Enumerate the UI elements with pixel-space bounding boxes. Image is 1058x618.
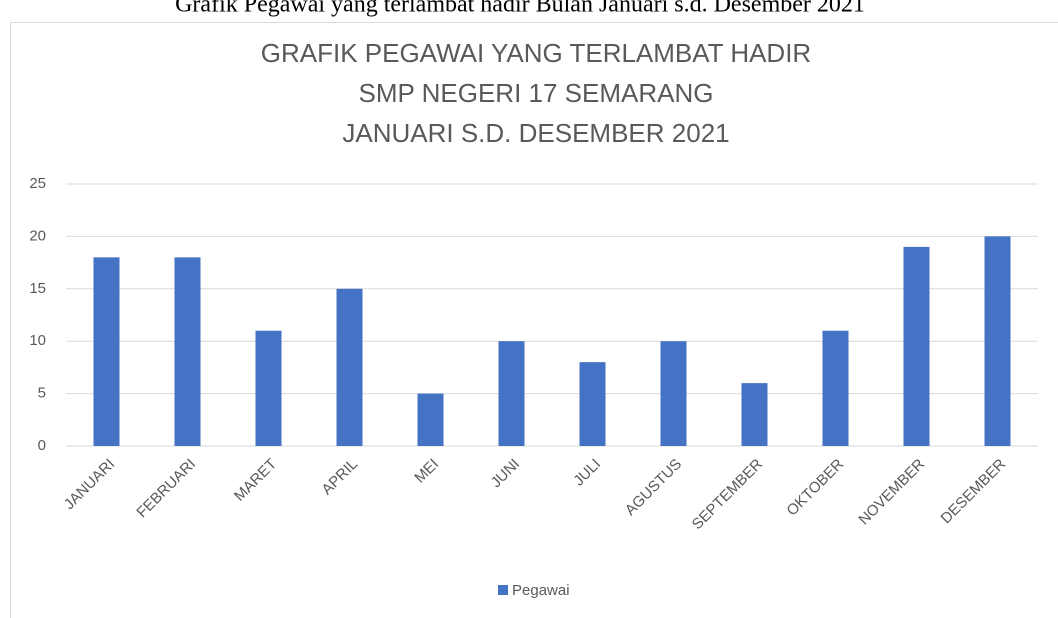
- chart-title: SMP NEGERI 17 SEMARANG: [359, 78, 714, 108]
- x-tick-label: MEI: [411, 456, 442, 487]
- legend-label: Pegawai: [512, 582, 570, 599]
- legend-swatch: [498, 585, 508, 595]
- y-tick-label: 15: [29, 280, 46, 297]
- caption: Grafik Pegawai yang terlambat hadir Bula…: [175, 0, 865, 18]
- y-tick-label: 25: [29, 175, 46, 192]
- chart-title: GRAFIK PEGAWAI YANG TERLAMBAT HADIR: [261, 38, 811, 68]
- bar: [93, 257, 120, 446]
- bar: [255, 330, 282, 446]
- x-tick-label: JULI: [570, 456, 604, 490]
- chart-frame: [10, 22, 1058, 618]
- bar: [660, 341, 687, 446]
- x-tick-label: FEBRUARI: [133, 456, 199, 522]
- bar: [579, 362, 606, 446]
- bar: [336, 288, 363, 446]
- bar: [741, 383, 768, 446]
- x-tick-label: DESEMBER: [938, 455, 1010, 527]
- bar: [984, 236, 1011, 446]
- y-tick-label: 5: [38, 385, 46, 402]
- x-tick-label: JUNI: [488, 456, 524, 492]
- x-tick-label: MARET: [231, 456, 280, 505]
- x-tick-label: NOVEMBER: [855, 456, 928, 529]
- x-tick-label: APRIL: [318, 456, 361, 499]
- x-tick-label: OKTOBER: [783, 455, 847, 519]
- bar: [903, 246, 930, 446]
- y-tick-label: 10: [29, 332, 46, 349]
- x-tick-label: AGUSTUS: [622, 456, 685, 519]
- bar: [417, 393, 444, 446]
- x-tick-label: SEPTEMBER: [689, 456, 767, 534]
- chart-title: JANUARI S.D. DESEMBER 2021: [342, 118, 729, 148]
- bar: [498, 341, 525, 446]
- bar: [174, 257, 201, 446]
- bar: [822, 330, 849, 446]
- x-tick-label: JANUARI: [61, 456, 118, 513]
- y-tick-label: 20: [29, 227, 46, 244]
- y-tick-label: 0: [38, 437, 46, 454]
